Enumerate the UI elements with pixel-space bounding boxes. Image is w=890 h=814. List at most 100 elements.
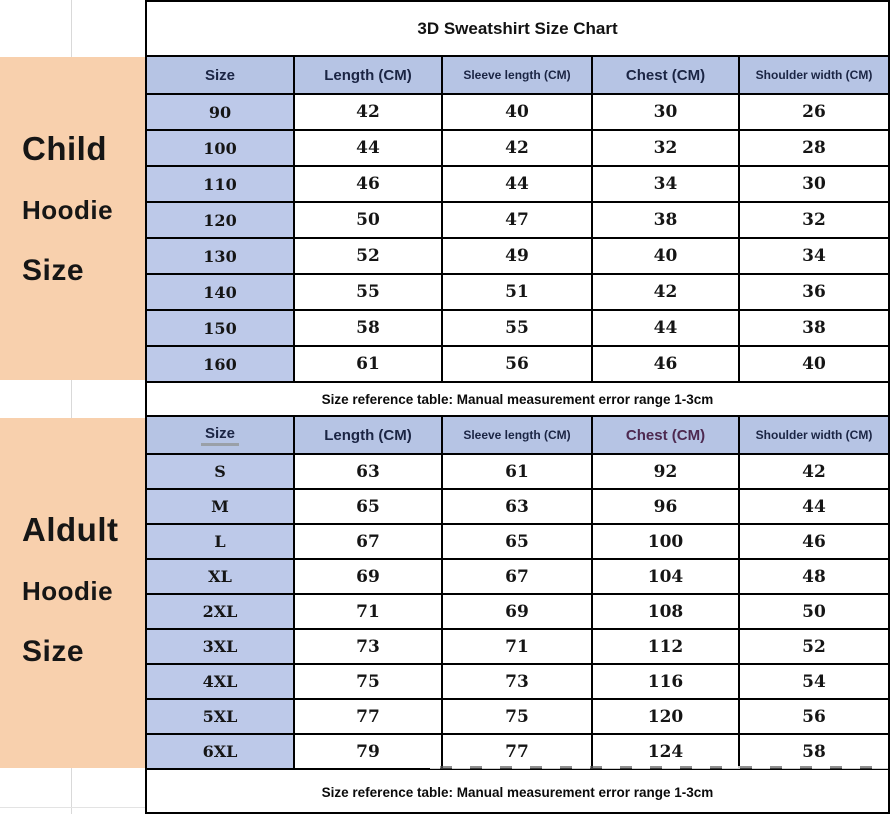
left-gap-middle bbox=[0, 380, 145, 418]
value-cell: 67 bbox=[293, 523, 441, 558]
value-cell: 56 bbox=[738, 698, 888, 733]
value-cell: 61 bbox=[293, 345, 441, 381]
left-sidebar: Child Hoodie Size Aldult Hoodie Size bbox=[0, 0, 145, 814]
value-cell: 51 bbox=[441, 273, 591, 309]
value-cell: 42 bbox=[591, 273, 738, 309]
value-cell: 56 bbox=[441, 345, 591, 381]
value-cell: 124 bbox=[591, 733, 738, 768]
row-label-cell: S bbox=[147, 453, 293, 488]
value-cell: 44 bbox=[441, 165, 591, 201]
value-cell: 46 bbox=[293, 165, 441, 201]
faint-gridline bbox=[71, 380, 72, 418]
row-label-cell: 120 bbox=[147, 201, 293, 237]
value-cell: 75 bbox=[441, 698, 591, 733]
chart-title: 3D Sweatshirt Size Chart bbox=[147, 2, 888, 57]
value-cell: 65 bbox=[293, 488, 441, 523]
value-cell: 63 bbox=[441, 488, 591, 523]
row-label-cell: 130 bbox=[147, 237, 293, 273]
value-cell: 65 bbox=[441, 523, 591, 558]
header-cell: Shoulder width (CM) bbox=[738, 57, 888, 93]
value-cell: 69 bbox=[293, 558, 441, 593]
header-cell: Shoulder width (CM) bbox=[738, 417, 888, 453]
value-cell: 77 bbox=[293, 698, 441, 733]
value-cell: 79 bbox=[293, 733, 441, 768]
child-section-label: Child Hoodie Size bbox=[0, 57, 145, 380]
value-cell: 40 bbox=[738, 345, 888, 381]
value-cell: 47 bbox=[441, 201, 591, 237]
value-cell: 38 bbox=[591, 201, 738, 237]
value-cell: 42 bbox=[293, 93, 441, 129]
row-label-cell: 90 bbox=[147, 93, 293, 129]
row-label-cell: M bbox=[147, 488, 293, 523]
value-cell: 77 bbox=[441, 733, 591, 768]
value-cell: 55 bbox=[441, 309, 591, 345]
row-label-cell: 6XL bbox=[147, 733, 293, 768]
header-cell: Length (CM) bbox=[293, 57, 441, 93]
header-cell: Size bbox=[147, 57, 293, 93]
adult-label-line1: Aldult bbox=[22, 511, 119, 548]
faint-gridline-horizontal bbox=[0, 807, 145, 808]
adult-label-line2: Hoodie bbox=[22, 576, 114, 606]
child-label-line2: Hoodie bbox=[22, 195, 114, 225]
value-cell: 73 bbox=[441, 663, 591, 698]
value-cell: 50 bbox=[293, 201, 441, 237]
value-cell: 96 bbox=[591, 488, 738, 523]
header-cell: Sleeve length (CM) bbox=[441, 417, 591, 453]
value-cell: 44 bbox=[591, 309, 738, 345]
faint-gridline bbox=[71, 0, 72, 57]
value-cell: 34 bbox=[738, 237, 888, 273]
header-cell: Length (CM) bbox=[293, 417, 441, 453]
child-size-table: Size Length (CM) Sleeve length (CM) Chest (… bbox=[147, 57, 888, 381]
value-cell: 30 bbox=[738, 165, 888, 201]
child-measurement-note: Size reference table: Manual measurement… bbox=[147, 381, 888, 417]
row-label-cell: L bbox=[147, 523, 293, 558]
value-cell: 120 bbox=[591, 698, 738, 733]
row-label-cell: XL bbox=[147, 558, 293, 593]
header-cell: Size bbox=[147, 417, 293, 453]
value-cell: 61 bbox=[441, 453, 591, 488]
value-cell: 28 bbox=[738, 129, 888, 165]
row-label-cell: 3XL bbox=[147, 628, 293, 663]
value-cell: 92 bbox=[591, 453, 738, 488]
child-label-line3: Size bbox=[22, 254, 85, 287]
size-chart-table: 3D Sweatshirt Size Chart Size Length (CM)… bbox=[145, 0, 890, 814]
value-cell: 34 bbox=[591, 165, 738, 201]
value-cell: 58 bbox=[738, 733, 888, 768]
value-cell: 30 bbox=[591, 93, 738, 129]
value-cell: 36 bbox=[738, 273, 888, 309]
value-cell: 71 bbox=[293, 593, 441, 628]
row-label-cell: 110 bbox=[147, 165, 293, 201]
value-cell: 104 bbox=[591, 558, 738, 593]
value-cell: 75 bbox=[293, 663, 441, 698]
row-label-cell: 2XL bbox=[147, 593, 293, 628]
row-label-cell: 160 bbox=[147, 345, 293, 381]
value-cell: 26 bbox=[738, 93, 888, 129]
value-cell: 44 bbox=[738, 488, 888, 523]
value-cell: 112 bbox=[591, 628, 738, 663]
value-cell: 40 bbox=[591, 237, 738, 273]
value-cell: 54 bbox=[738, 663, 888, 698]
value-cell: 44 bbox=[293, 129, 441, 165]
header-cell: Chest (CM) bbox=[591, 57, 738, 93]
value-cell: 52 bbox=[738, 628, 888, 663]
left-gap-bottom bbox=[0, 768, 145, 814]
adult-label-line3: Size bbox=[22, 635, 85, 668]
row-label-cell: 4XL bbox=[147, 663, 293, 698]
adult-size-table: Size Length (CM) Sleeve length (CM) Chest (… bbox=[147, 417, 888, 768]
header-cell: Chest (CM) bbox=[591, 417, 738, 453]
row-label-cell: 150 bbox=[147, 309, 293, 345]
value-cell: 48 bbox=[738, 558, 888, 593]
value-cell: 50 bbox=[738, 593, 888, 628]
row-label-cell: 140 bbox=[147, 273, 293, 309]
value-cell: 108 bbox=[591, 593, 738, 628]
value-cell: 38 bbox=[738, 309, 888, 345]
header-cell: Sleeve length (CM) bbox=[441, 57, 591, 93]
adult-measurement-note: Size reference table: Manual measurement… bbox=[147, 768, 888, 814]
row-label-cell: 100 bbox=[147, 129, 293, 165]
faint-gridline bbox=[71, 768, 72, 814]
value-cell: 100 bbox=[591, 523, 738, 558]
value-cell: 49 bbox=[441, 237, 591, 273]
value-cell: 46 bbox=[738, 523, 888, 558]
value-cell: 46 bbox=[591, 345, 738, 381]
